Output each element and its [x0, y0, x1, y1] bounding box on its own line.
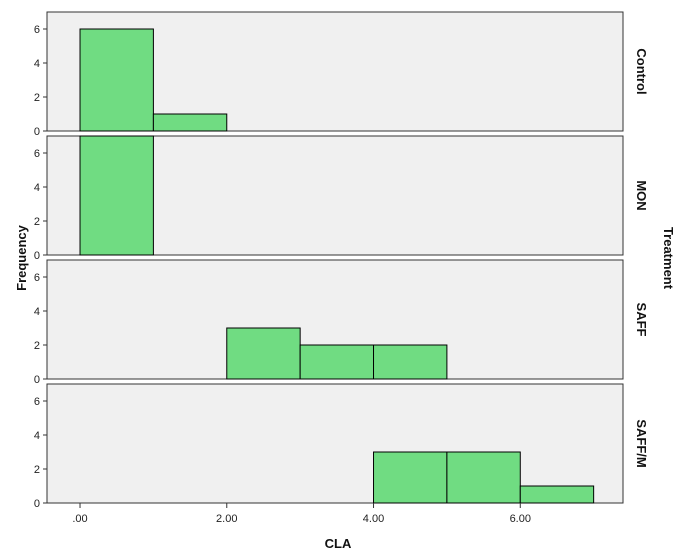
- x-axis: .00 2.00 4.00 6.00: [72, 503, 531, 525]
- y-tick-label: 0: [34, 250, 40, 262]
- y-tick-label: 0: [34, 374, 40, 386]
- panel-mon: 0 2 4 6 MON: [34, 135, 649, 262]
- panels-layer: 0 2 4 6 Control 0 2 4 6 MON 0 2 4 6 SAFF 0 2 4 6 SAFF/M: [34, 11, 649, 510]
- y-tick-label: 6: [34, 24, 40, 36]
- x-tick-label: .00: [72, 513, 87, 525]
- y-tick-label: 6: [34, 148, 40, 160]
- y-tick-label: 4: [34, 182, 40, 194]
- histogram-bar: [152, 113, 228, 132]
- x-tick-label: 6.00: [510, 513, 531, 525]
- y-tick-label: 4: [34, 306, 40, 318]
- y-tick-label: 2: [34, 216, 40, 228]
- histogram-bar: [226, 327, 301, 380]
- histogram-bar: [79, 28, 154, 132]
- panel-saff: 0 2 4 6 SAFF: [34, 259, 649, 386]
- y-tick-label: 4: [34, 58, 40, 70]
- y-axis-title: Frequency: [14, 224, 29, 291]
- facet-title: Treatment: [661, 227, 676, 290]
- y-tick-label: 2: [34, 92, 40, 104]
- y-tick-label: 2: [34, 464, 40, 476]
- histogram-bar: [446, 451, 521, 504]
- y-tick-label: 0: [34, 126, 40, 138]
- panel-label: Control: [634, 48, 649, 94]
- y-tick-label: 6: [34, 272, 40, 284]
- y-tick-label: 0: [34, 498, 40, 510]
- x-tick-label: 4.00: [363, 513, 384, 525]
- panel-label: SAFF: [634, 303, 649, 337]
- y-tick-label: 4: [34, 430, 40, 442]
- panel-label: MON: [634, 180, 649, 210]
- histogram-bar: [79, 135, 154, 256]
- panel-background: [46, 383, 624, 504]
- histogram-bar: [373, 451, 448, 504]
- panel-label: SAFF/M: [634, 419, 649, 467]
- y-tick-label: 2: [34, 340, 40, 352]
- x-axis-title: CLA: [325, 536, 352, 551]
- histogram-bar: [373, 344, 448, 380]
- panel-saff-m: 0 2 4 6 SAFF/M: [34, 383, 649, 510]
- histogram-bar: [299, 344, 375, 380]
- y-tick-label: 6: [34, 396, 40, 408]
- panel-control: 0 2 4 6 Control: [34, 11, 649, 138]
- histogram-bar: [519, 485, 595, 504]
- x-tick-label: 2.00: [216, 513, 237, 525]
